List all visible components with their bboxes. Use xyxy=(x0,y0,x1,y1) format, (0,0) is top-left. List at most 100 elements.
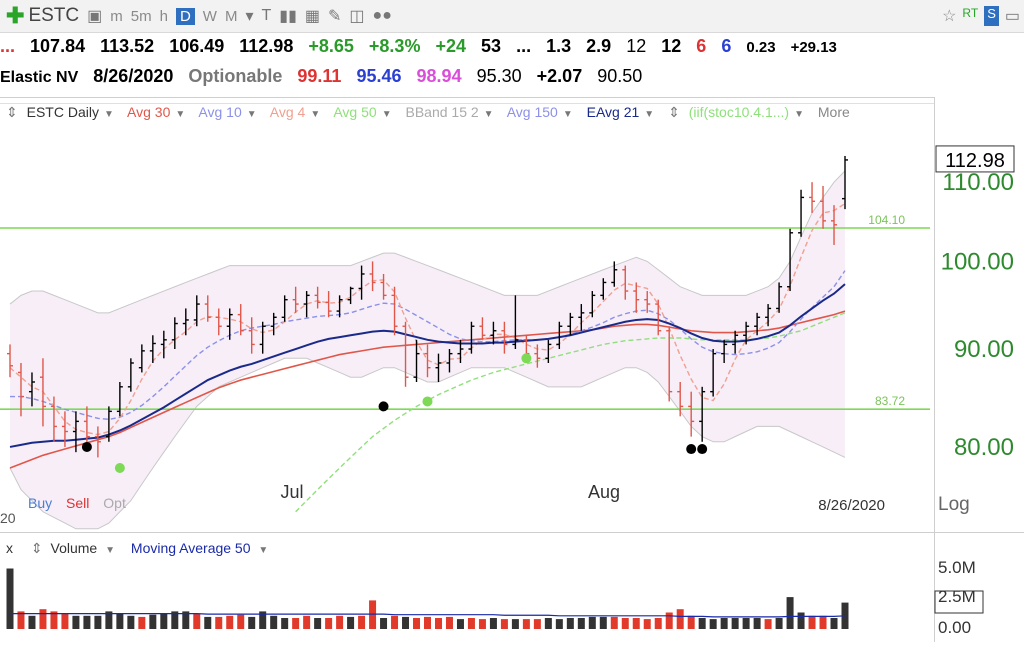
volume-bar xyxy=(28,615,36,629)
volume-bar xyxy=(83,615,91,629)
chevron-down-icon[interactable]: ▼ xyxy=(175,109,186,120)
interval-m[interactable]: m xyxy=(110,7,123,25)
symbol-input[interactable]: ESTC xyxy=(28,5,80,26)
vol-ma-label[interactable]: Moving Average 50 xyxy=(130,540,251,556)
chevron-down-icon[interactable]: ▼ xyxy=(103,109,114,120)
interval-h[interactable]: h xyxy=(159,7,168,25)
updown-icon[interactable]: ⇕ xyxy=(668,104,680,120)
series-eavg-21 xyxy=(9,283,846,448)
quote-comp: +24 xyxy=(435,36,467,56)
indicator-daily[interactable]: ESTC Daily xyxy=(26,104,99,120)
info-p4: 95.30 xyxy=(476,66,522,86)
add-symbol-icon[interactable]: ✚ xyxy=(6,3,25,28)
indicator-avg10[interactable]: Avg 10 xyxy=(198,104,242,120)
chevron-down-icon[interactable]: ▼ xyxy=(381,109,392,120)
interval-mo[interactable]: M xyxy=(224,7,238,25)
interval-5m[interactable]: 5m xyxy=(130,7,152,25)
chevron-down-icon[interactable]: ▼ xyxy=(794,109,804,120)
sell-button[interactable]: Sell xyxy=(66,495,90,511)
chevron-down-icon[interactable]: ▼ xyxy=(562,109,573,120)
volume-bar xyxy=(138,616,146,629)
log-label[interactable]: Log xyxy=(938,494,970,515)
volume-bar xyxy=(808,615,816,629)
rt-icon[interactable]: RT xyxy=(962,6,979,20)
window-icon[interactable]: ▭ xyxy=(1004,8,1020,25)
indicator-avg50[interactable]: Avg 50 xyxy=(333,104,377,120)
updown-icon[interactable]: ⇕ xyxy=(30,540,43,556)
volume-bar xyxy=(39,609,47,629)
vol-tick-box xyxy=(934,590,984,614)
pencil-icon[interactable]: ✎ xyxy=(328,8,342,25)
volume-bar xyxy=(775,618,783,629)
quote-change: +8.65 xyxy=(308,36,354,56)
volume-bar xyxy=(248,616,256,629)
more-button[interactable]: More xyxy=(817,104,850,120)
chevron-down-icon[interactable]: ▼ xyxy=(310,109,321,120)
volume-bar xyxy=(259,611,267,629)
indicator-avg4[interactable]: Avg 4 xyxy=(269,104,306,120)
signal-dot xyxy=(114,463,125,473)
info-p1: 99.11 xyxy=(297,66,342,86)
close-pane-button[interactable]: x xyxy=(6,540,13,556)
chevron-down-icon[interactable]: ▼ xyxy=(258,545,269,556)
volume-bar xyxy=(94,615,102,629)
dots-icon[interactable]: ●● xyxy=(372,7,392,24)
calculator-icon[interactable]: ▦ xyxy=(304,8,320,25)
volume-bar xyxy=(489,618,497,629)
last-price-label: 112.98 xyxy=(945,150,1005,172)
volume-bar xyxy=(698,618,706,629)
indicator-avg150[interactable]: Avg 150 xyxy=(506,104,558,120)
quote-v6: 6 xyxy=(721,36,732,56)
info-p5: +2.07 xyxy=(536,66,583,86)
volume-bar xyxy=(413,618,421,629)
indicator-avg30[interactable]: Avg 30 xyxy=(127,104,171,120)
volume-bar xyxy=(193,613,201,629)
signal-dot xyxy=(697,444,708,455)
updown-icon[interactable]: ⇕ xyxy=(6,104,18,120)
indicator-eavg21[interactable]: EAvg 21 xyxy=(586,104,640,120)
optionable-label: Optionable xyxy=(188,66,283,86)
volume-bar xyxy=(522,619,530,629)
volume-bar xyxy=(566,618,574,629)
chevron-down-icon[interactable]: ▼ xyxy=(644,109,655,120)
volume-bar: x ⇕ Volume ▼ Moving Average 50 ▼ xyxy=(0,540,268,557)
signal-dot xyxy=(378,401,389,412)
volume-bar xyxy=(215,616,223,629)
y-tick-label: 100.00 xyxy=(941,248,1014,275)
volume-bar xyxy=(270,615,278,629)
quote-v4: 12 xyxy=(661,36,682,56)
volume-bar xyxy=(709,619,717,629)
chevron-down-icon[interactable]: ▼ xyxy=(246,109,257,120)
quote-dots2: ... xyxy=(516,36,532,56)
volume-bar xyxy=(555,619,563,629)
cube-icon[interactable]: ▣ xyxy=(87,8,103,25)
volume-bar xyxy=(281,618,289,629)
bband-lower xyxy=(9,357,846,530)
interval-d[interactable]: D xyxy=(175,7,195,25)
info-row: Elastic NV 8/26/2020 Optionable 99.11 95… xyxy=(0,66,652,92)
signal-dot xyxy=(422,396,433,407)
volume-bar xyxy=(731,618,739,629)
opt-button[interactable]: Opt xyxy=(103,495,126,511)
x-tick-label: Jul xyxy=(280,482,303,502)
indicator-iif[interactable]: (iif(stoc10.4.1...) xyxy=(688,104,790,120)
folder-icon[interactable]: ◫ xyxy=(349,8,365,25)
chevron-down-icon[interactable]: ▾ xyxy=(245,8,254,25)
volume-bar xyxy=(742,618,750,629)
quote-v3: 12 xyxy=(626,36,647,56)
interval-w[interactable]: W xyxy=(202,7,217,25)
buy-button[interactable]: Buy xyxy=(28,495,53,511)
chevron-down-icon[interactable]: ▼ xyxy=(483,109,494,120)
y-tick-label: 80.00 xyxy=(954,434,1014,461)
indicator-bband[interactable]: BBand 15 2 xyxy=(405,104,479,120)
star-icon[interactable]: ☆ xyxy=(942,8,957,25)
s-icon[interactable]: S xyxy=(984,6,999,26)
series-avg-30 xyxy=(9,310,846,469)
volume-bar xyxy=(632,618,640,629)
bar-chart-icon[interactable]: ▮▮ xyxy=(279,8,297,25)
volume-bar xyxy=(764,619,772,629)
chevron-down-icon[interactable]: ▼ xyxy=(105,545,116,556)
text-icon[interactable]: T xyxy=(261,7,272,24)
partial-label: 20 xyxy=(0,510,16,526)
volume-label[interactable]: Volume xyxy=(50,540,98,556)
